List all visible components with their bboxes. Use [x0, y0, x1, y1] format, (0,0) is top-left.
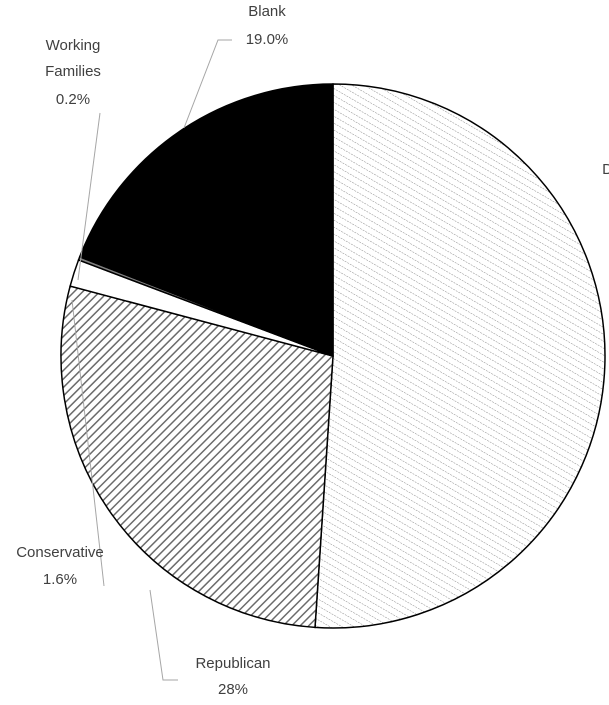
value-label: 19.0% — [246, 31, 289, 48]
slice-label: Conservative — [16, 544, 104, 561]
slice-label: Democratic — [602, 161, 609, 178]
slice-label: Working Families — [45, 37, 101, 80]
slice-label: Republican — [195, 655, 270, 672]
value-label: 1.6% — [43, 571, 77, 588]
pie — [60, 83, 606, 629]
leader-line — [149, 589, 178, 681]
slice-label: Blank — [248, 3, 286, 20]
slice — [60, 285, 334, 629]
leader-line — [71, 299, 105, 587]
leader-line — [77, 112, 101, 281]
slice — [314, 83, 606, 629]
labels: Democratic50.9%Republican28%Conservative… — [16, 3, 609, 698]
slice — [78, 83, 334, 358]
value-label: 28% — [218, 681, 248, 698]
value-label: 0.2% — [56, 91, 90, 108]
leader-line — [183, 39, 232, 129]
